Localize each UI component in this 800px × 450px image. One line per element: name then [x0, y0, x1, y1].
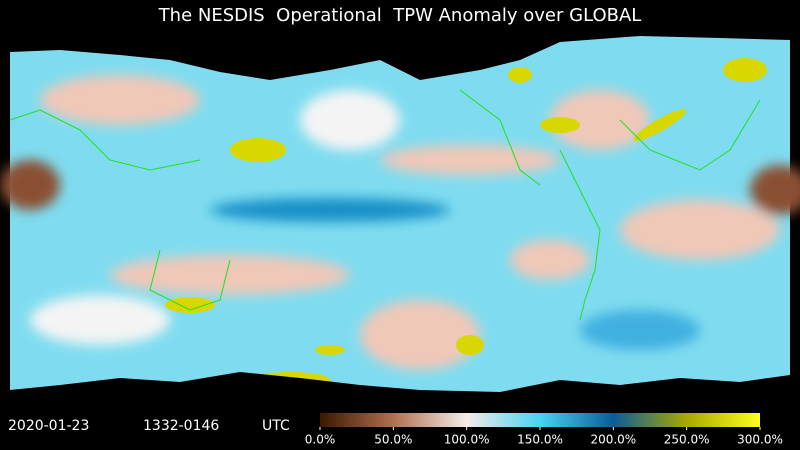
blob — [620, 200, 780, 260]
footer-zone: UTC — [262, 418, 290, 434]
colorbar-tick-label: 150.0% — [517, 433, 563, 447]
blob — [360, 300, 480, 370]
blob — [510, 240, 590, 280]
coast — [149, 249, 231, 311]
anomaly-field — [0, 75, 800, 370]
coast — [459, 89, 541, 186]
footer-date: 2020-01-23 — [8, 418, 89, 434]
colorbar-tick-label: 50.0% — [374, 433, 412, 447]
colorbar-tick-label: 300.0% — [737, 433, 783, 447]
map — [0, 34, 800, 400]
footer-time: 1332-0146 — [143, 418, 219, 434]
patch — [315, 345, 345, 355]
blob — [300, 90, 400, 150]
colorbar-tick-label: 0.0% — [305, 433, 336, 447]
patch — [633, 109, 687, 141]
blob — [0, 160, 60, 210]
coast — [9, 109, 201, 171]
blob — [210, 198, 450, 222]
colorbar-tick-label: 250.0% — [664, 433, 710, 447]
coastlines — [9, 89, 761, 321]
title: The NESDIS Operational TPW Anomaly over … — [158, 5, 642, 26]
colorbar-tick-label: 100.0% — [444, 433, 490, 447]
patch — [230, 138, 286, 162]
patch — [540, 117, 580, 133]
south-polar-mask — [10, 372, 790, 400]
blob — [580, 310, 700, 350]
north-polar-mask — [10, 34, 790, 80]
coast — [559, 149, 601, 321]
coast — [619, 99, 761, 171]
blob — [30, 295, 170, 345]
patch — [508, 67, 532, 83]
colorbar — [320, 413, 760, 427]
blob — [380, 145, 560, 175]
blob — [40, 75, 200, 125]
blob — [110, 255, 350, 295]
patch — [165, 297, 215, 313]
patch — [456, 335, 484, 355]
blob — [750, 165, 800, 215]
patch — [723, 58, 767, 82]
colorbar-tick-label: 200.0% — [590, 433, 636, 447]
blob — [550, 90, 650, 150]
